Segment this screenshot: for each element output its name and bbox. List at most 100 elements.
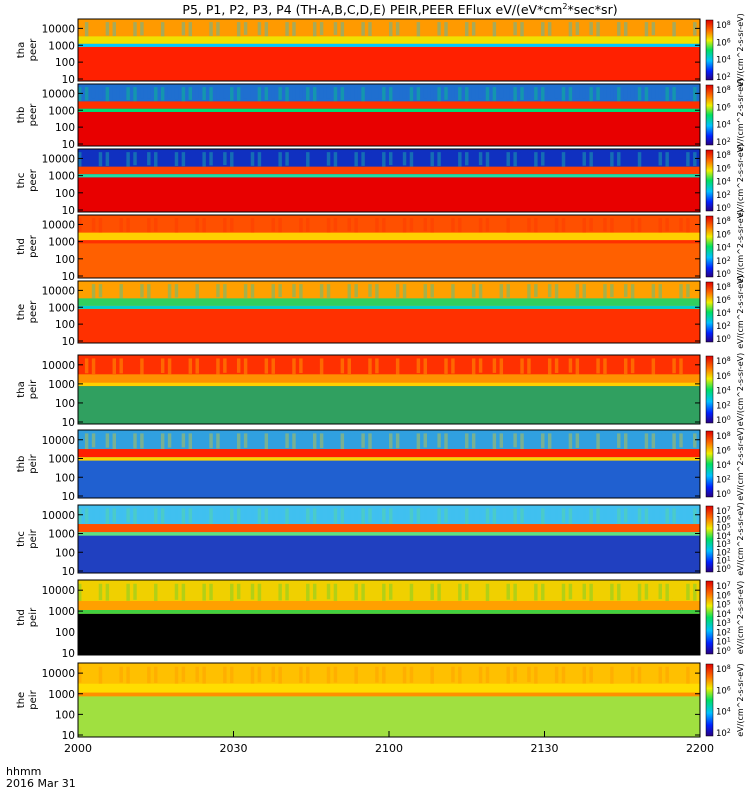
spectrogram-texture-column xyxy=(485,284,490,296)
spectrogram-texture-column xyxy=(160,433,165,449)
spectrogram-texture-column xyxy=(236,358,241,373)
spectrogram-texture-column xyxy=(651,218,656,231)
panel-5: 10 100 1000 10000 the peer 108 106 104 102 100 eV/(… xyxy=(16,275,745,348)
colorbar-tick-label: 100 xyxy=(716,646,731,657)
spectrogram-texture-column xyxy=(444,583,448,598)
spectrogram-texture-column xyxy=(451,433,455,447)
spectrogram-texture-column xyxy=(658,284,662,298)
spectrogram-texture-column xyxy=(340,508,345,524)
spectrogram-texture-column xyxy=(174,22,179,34)
spectrogram-texture-column xyxy=(492,218,497,230)
spectrogram-texture-column xyxy=(133,152,137,166)
colorbar-tick-label: 100 xyxy=(716,269,731,280)
spectrogram-texture-column xyxy=(389,22,393,37)
spectrogram-texture-column xyxy=(250,508,255,522)
spectrogram-texture-column xyxy=(326,218,331,233)
spectrogram-texture-column xyxy=(160,22,165,37)
spectrogram-texture-column xyxy=(492,433,497,449)
spectrogram-texture-column xyxy=(561,508,566,523)
spectrogram-texture-column xyxy=(257,218,262,231)
spectrogram-texture-column xyxy=(423,22,428,35)
y-tick-label: 10000 xyxy=(42,435,75,447)
spectrogram-texture-column xyxy=(216,87,220,100)
panel-10: 10 100 1000 10000 the peir 108 106 104 102 eV/(cm^… xyxy=(16,662,745,742)
spectrogram-texture-column xyxy=(216,508,220,523)
spectrogram-texture-column xyxy=(78,87,82,102)
spectrogram-texture-column xyxy=(679,218,683,232)
spectrogram-texture-column xyxy=(492,22,497,37)
panel-label-probe: thd xyxy=(16,238,27,255)
spectrogram-texture-column xyxy=(465,22,469,37)
colorbar-tick-label: 104 xyxy=(716,386,731,397)
spectrogram-texture-column xyxy=(617,22,621,36)
spectrogram-texture-column xyxy=(520,583,524,599)
panel-frame xyxy=(77,18,701,82)
spectrogram-texture-column xyxy=(686,583,690,601)
spectrogram-texture-column xyxy=(181,284,186,296)
spectrogram-texture-column xyxy=(368,583,372,598)
spectrogram-texture-column xyxy=(423,666,428,682)
spectrogram-texture-column xyxy=(575,284,580,298)
spectrogram-texture-column xyxy=(292,284,296,298)
spectrogram-texture-column xyxy=(623,433,628,449)
spectrogram-texture-column xyxy=(230,22,234,35)
spectrogram-texture-column xyxy=(416,583,421,599)
spectrogram-texture-column xyxy=(561,583,566,601)
spectrogram-texture-column xyxy=(437,22,441,36)
spectrogram-texture-column xyxy=(326,583,331,600)
y-tick-label: 10 xyxy=(62,417,75,429)
spectrogram-texture-column xyxy=(402,87,407,99)
spectrogram-texture-column xyxy=(458,152,462,167)
y-tick-label: 10000 xyxy=(42,219,75,231)
spectrogram-texture-column xyxy=(395,22,400,36)
panel-4: 10 100 1000 10000 thd peer 108 106 104 102 100 eV/(… xyxy=(16,210,745,283)
spectrogram-texture-column xyxy=(520,218,524,230)
spectrogram-texture-column xyxy=(637,433,642,447)
spectrogram-texture-column xyxy=(264,358,269,374)
y-tick-label: 1000 xyxy=(48,689,75,701)
colorbar-tick-label: 102 xyxy=(716,321,731,332)
spectrogram-texture-column xyxy=(188,666,193,681)
spectrogram-texture-column xyxy=(126,218,130,233)
spectrogram-texture-column xyxy=(485,358,490,371)
spectrogram-texture-column xyxy=(154,358,158,371)
spectrogram-texture-column xyxy=(209,433,213,449)
y-tick-label: 1000 xyxy=(48,237,75,249)
spectrogram-texture-column xyxy=(312,358,317,373)
spectrogram-texture-column xyxy=(306,22,310,35)
spectrogram-texture-column xyxy=(471,433,476,449)
colorbar-tick-label: 106 xyxy=(716,102,731,113)
spectrogram-texture-column xyxy=(292,87,296,100)
y-tick-label: 100 xyxy=(55,547,75,559)
spectrogram-texture-column xyxy=(630,358,635,374)
colorbar xyxy=(705,281,714,343)
spectrogram-texture-column xyxy=(271,583,275,598)
spectrogram-band xyxy=(78,692,700,697)
spectrogram-texture-column xyxy=(554,284,559,299)
colorbar-tick-label: 106 xyxy=(716,295,731,306)
spectrogram-texture-column xyxy=(354,583,358,601)
panel-label-probe: thb xyxy=(16,107,27,124)
spectrogram-texture-column xyxy=(630,87,635,99)
spectrogram-texture-column xyxy=(471,508,476,522)
colorbar-tick-label: 103 xyxy=(716,618,731,629)
spectrogram-texture-column xyxy=(623,666,628,681)
panel-frame xyxy=(77,354,701,425)
spectrogram-texture-column xyxy=(409,433,414,447)
spectrogram-texture-column xyxy=(665,284,669,296)
spectrogram-texture-column xyxy=(623,284,628,297)
spectrogram-texture-column xyxy=(686,358,690,372)
spectrogram-texture-column xyxy=(209,508,213,525)
spectrogram-texture-column xyxy=(257,152,262,167)
spectrogram-texture-column xyxy=(444,22,448,37)
spectrogram-texture-column xyxy=(617,218,621,231)
spectrogram-texture-column xyxy=(644,508,649,524)
spectrogram-texture-column xyxy=(174,152,179,167)
spectrogram-texture-column xyxy=(340,152,345,165)
spectrogram-texture-column xyxy=(478,508,483,521)
spectrogram-texture-column xyxy=(174,583,179,600)
panel-label-probe: thb xyxy=(16,456,27,473)
spectrogram-texture-column xyxy=(181,508,186,524)
spectrogram-texture-column xyxy=(623,87,628,100)
spectrogram-texture-column xyxy=(630,666,635,683)
